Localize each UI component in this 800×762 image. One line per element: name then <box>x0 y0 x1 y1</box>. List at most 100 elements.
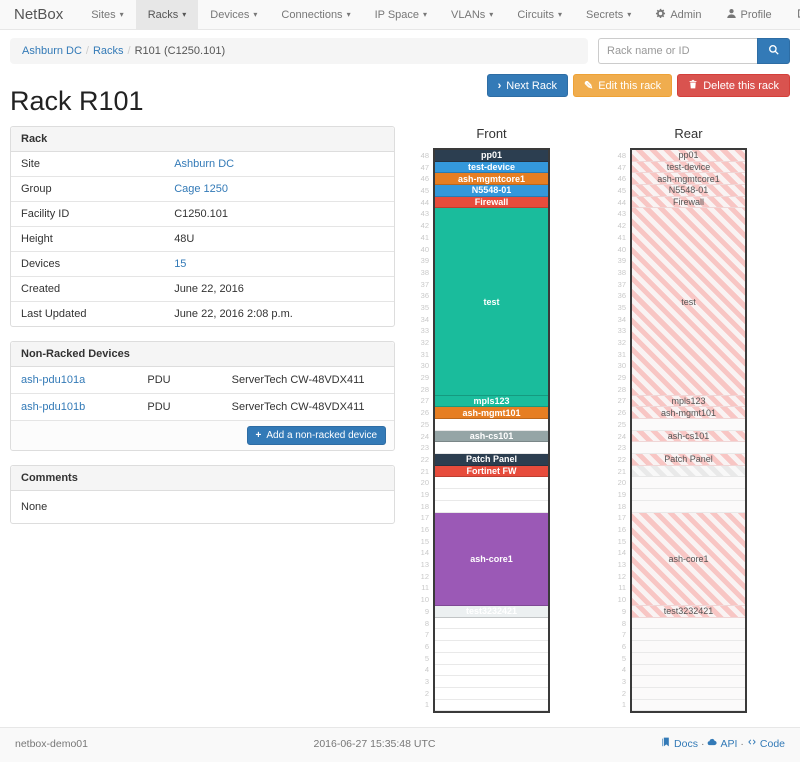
empty-rack-unit <box>435 442 548 455</box>
nav-item-profile[interactable]: Profile <box>714 0 784 29</box>
next-rack-button[interactable]: › Next Rack <box>486 74 568 97</box>
device-link[interactable]: ash-pdu101a <box>21 374 86 386</box>
unit-number: 9 <box>424 606 429 616</box>
add-non-racked-device-button[interactable]: + Add a non-racked device <box>246 426 386 445</box>
rack-device-ash-mgmt101[interactable]: ash-mgmt101 <box>435 407 548 419</box>
unit-number: 15 <box>420 536 429 546</box>
unit-number: 26 <box>420 408 429 418</box>
brand-netbox[interactable]: NetBox <box>14 6 64 23</box>
device-type: ServerTech CW-48VDX411 <box>221 393 394 421</box>
rack-device-ash-core1[interactable]: ash-core1 <box>632 512 745 607</box>
unit-number: 8 <box>621 618 626 628</box>
rack-device-mpls123[interactable]: mpls123 <box>435 395 548 408</box>
empty-rack-unit <box>435 641 548 653</box>
unit-number: 40 <box>420 244 429 254</box>
unit-number: 24 <box>420 431 429 441</box>
unit-number: 4 <box>424 665 429 675</box>
unit-number: 17 <box>420 513 429 523</box>
rack-device-ash-mgmt101[interactable]: ash-mgmt101 <box>632 407 745 419</box>
empty-rack-unit <box>435 500 548 513</box>
rack-device-test3232421[interactable]: test3232421 <box>632 606 745 618</box>
empty-rack-unit <box>632 500 745 513</box>
unit-number: 25 <box>420 419 429 429</box>
rack-device-test[interactable]: test <box>435 208 548 396</box>
unit-number: 13 <box>420 560 429 570</box>
rack-device-test-device[interactable]: test-device <box>435 161 548 174</box>
nav-item-circuits[interactable]: Circuits ▾ <box>517 8 562 21</box>
rack-device-test-device[interactable]: test-device <box>632 161 745 174</box>
unit-number: 8 <box>424 618 429 628</box>
empty-rack-unit <box>632 687 745 700</box>
rack-device-patch-panel[interactable]: Patch Panel <box>632 454 745 466</box>
rack-device-test[interactable]: test <box>632 208 745 396</box>
attr-label: Last Updated <box>11 301 165 326</box>
attr-value: June 22, 2016 2:08 p.m. <box>174 308 293 320</box>
attr-value-link[interactable]: 15 <box>174 258 187 270</box>
rack-device-ash-core1[interactable]: ash-core1 <box>435 512 548 607</box>
rack-device-ash-mgmtcore1[interactable]: ash-mgmtcore1 <box>435 173 548 186</box>
nav-item-admin[interactable]: Admin <box>643 0 713 29</box>
rack-device-mpls123[interactable]: mpls123 <box>632 395 745 408</box>
edit-rack-button[interactable]: ✎ Edit this rack <box>573 74 673 97</box>
rack-device-n5548-01[interactable]: N5548-01 <box>632 185 745 197</box>
nav-item-secrets[interactable]: Secrets ▾ <box>586 8 632 21</box>
unit-number: 16 <box>420 525 429 534</box>
delete-rack-button[interactable]: Delete this rack <box>677 74 790 97</box>
rack-device-test3232421[interactable]: test3232421 <box>435 606 548 618</box>
rack-search <box>598 38 790 64</box>
attr-value-link[interactable]: Cage 1250 <box>174 183 229 195</box>
rack-attr-row: Last Updated June 22, 2016 2:08 p.m. <box>11 301 394 326</box>
rack-device-unlabeled[interactable] <box>632 465 745 478</box>
unit-number: 2 <box>424 688 429 698</box>
breadcrumb-item-racks[interactable]: Racks <box>92 45 124 57</box>
device-link[interactable]: ash-pdu101b <box>21 401 86 413</box>
caret-down-icon: ▾ <box>119 10 124 19</box>
unit-number: 31 <box>420 349 429 359</box>
nav-item-devices[interactable]: Devices ▾ <box>210 8 258 21</box>
rack-device-firewall[interactable]: Firewall <box>632 196 745 209</box>
rack-rear-box: pp01 test-device ash-mgmtcore1 N5548-01 Fire… <box>630 148 747 714</box>
comments-panel-title: Comments <box>11 466 394 491</box>
unit-number: 3 <box>424 676 429 686</box>
rack-device-pp01[interactable]: pp01 <box>435 150 548 162</box>
rack-device-ash-cs101[interactable]: ash-cs101 <box>632 430 745 443</box>
unit-number: 34 <box>420 314 429 324</box>
rack-device-pp01[interactable]: pp01 <box>632 150 745 162</box>
caret-down-icon: ▾ <box>557 10 562 19</box>
search-input[interactable] <box>598 38 757 64</box>
nav-item-ip-space[interactable]: IP Space ▾ <box>374 8 428 21</box>
search-button[interactable] <box>757 38 790 64</box>
nav-item-vlans[interactable]: VLANs ▾ <box>451 8 494 21</box>
non-racked-device-row: ash-pdu101b PDU ServerTech CW-48VDX411 <box>11 393 394 421</box>
empty-rack-unit <box>435 676 548 688</box>
empty-rack-unit <box>435 664 548 677</box>
rack-attr-row: Devices 15 <box>11 251 394 277</box>
unit-number: 48 <box>420 151 429 160</box>
footer-link-api[interactable]: API <box>707 737 737 750</box>
rack-device-patch-panel[interactable]: Patch Panel <box>435 454 548 466</box>
rack-panel: Rack Site Ashburn DC Group Cage 1250 Facilit… <box>10 126 395 327</box>
rack-device-ash-mgmtcore1[interactable]: ash-mgmtcore1 <box>632 173 745 186</box>
breadcrumb-item-ashburn-dc[interactable]: Ashburn DC <box>22 45 82 57</box>
empty-rack-unit <box>632 617 745 630</box>
caret-down-icon: ▾ <box>627 10 632 19</box>
rack-device-ash-cs101[interactable]: ash-cs101 <box>435 430 548 443</box>
non-racked-device-row: ash-pdu101a PDU ServerTech CW-48VDX411 <box>11 367 394 394</box>
footer-link-code[interactable]: Code <box>747 737 785 750</box>
nav-item-racks[interactable]: Racks ▾ <box>135 0 199 29</box>
unit-number: 9 <box>621 606 626 616</box>
footer-link-docs[interactable]: Docs <box>661 737 698 750</box>
rack-device-n5548-01[interactable]: N5548-01 <box>435 185 548 197</box>
nav-item-sites[interactable]: Sites ▾ <box>91 8 124 21</box>
nav-item-log-out[interactable]: Log out <box>784 0 800 29</box>
unit-number: 39 <box>420 256 429 266</box>
unit-number: 40 <box>617 244 626 254</box>
rack-device-fortinet-fw[interactable]: Fortinet FW <box>435 465 548 478</box>
rack-device-firewall[interactable]: Firewall <box>435 196 548 209</box>
attr-value-link[interactable]: Ashburn DC <box>174 158 235 170</box>
empty-rack-unit <box>632 652 745 665</box>
rack-panel-title: Rack <box>11 127 394 152</box>
nav-item-connections[interactable]: Connections ▾ <box>281 8 351 21</box>
rack-attr-row: Created June 22, 2016 <box>11 276 394 302</box>
main-nav: Sites ▾ Racks ▾ Devices ▾ Connections ▾ IP Space… <box>79 0 643 29</box>
